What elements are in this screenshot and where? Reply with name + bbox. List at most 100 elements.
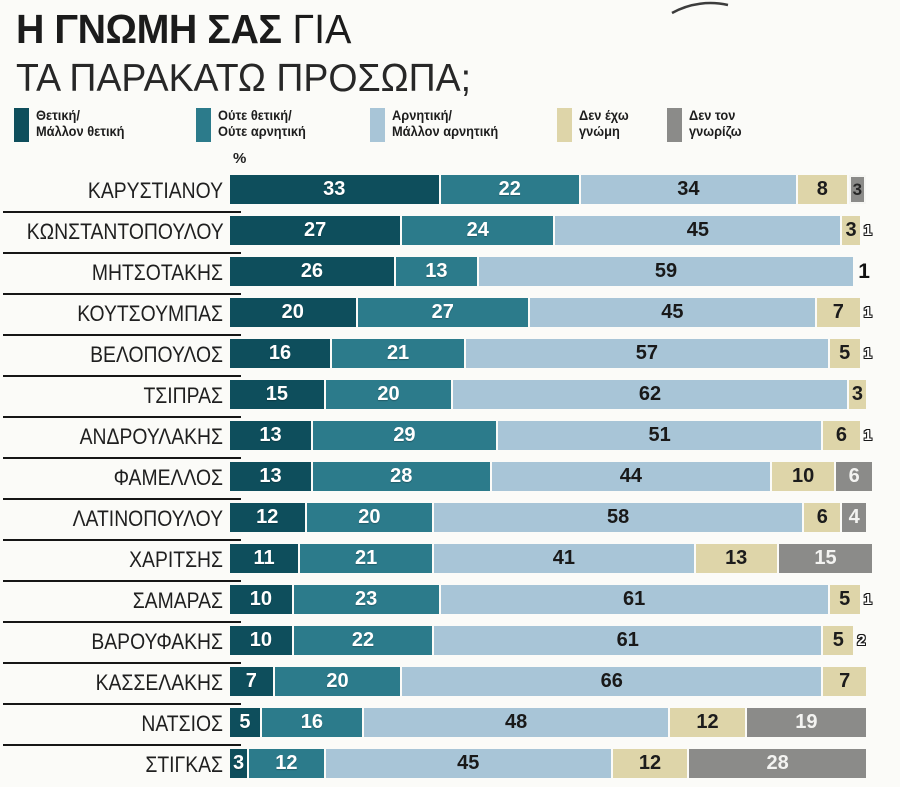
legend-swatch-negative <box>370 108 385 142</box>
person-name: ΚΟΥΤΣΟΥΜΠΑΣ <box>77 301 223 326</box>
bar-segment-positive: 5 <box>230 708 260 737</box>
bar-segment-no_opinion: 3 <box>842 216 860 245</box>
bar-segment-negative: 59 <box>478 257 854 286</box>
bar-segment-negative: 45 <box>555 216 841 245</box>
bar-segment-no_opinion: 5 <box>823 626 854 655</box>
bar-segment-negative: 34 <box>580 175 796 204</box>
bar-segment-neutral: 20 <box>274 667 401 696</box>
bar-segment-no_opinion: 12 <box>612 749 688 778</box>
bar-segment-no_opinion: 13 <box>695 544 777 573</box>
legend-item-no_opinion: Δεν έχω γνώμη <box>557 108 631 142</box>
bar-segment-no_opinion: 8 <box>797 175 847 204</box>
table-row: ΜΗΤΣΟΤΑΚΗΣ 26 13 59 1 <box>0 254 900 295</box>
legend-item-unknown: Δεν τον γνωρίζω <box>667 108 744 142</box>
bar-segment-neutral: 22 <box>293 626 433 655</box>
table-row: ΦΑΜΕΛΛΟΣ 13 28 44 10 6 <box>0 459 900 500</box>
bar-after-label: 1 <box>863 304 872 321</box>
legend-item-positive: Θετική/Μάλλον θετική <box>14 108 129 142</box>
person-name: ΦΑΜΕΛΛΟΣ <box>113 465 223 490</box>
bar-segment-negative: 45 <box>529 298 815 327</box>
bar-segment-no_opinion: 10 <box>772 462 835 491</box>
stacked-bar: 5 16 48 12 19 <box>230 708 868 737</box>
bar-segment-neutral: 22 <box>440 175 579 204</box>
bar-segment-positive: 27 <box>230 216 401 245</box>
bar-segment-no_opinion: 7 <box>816 298 860 327</box>
table-row: ΚΑΣΣΕΛΑΚΗΣ 7 20 66 7 <box>0 664 900 705</box>
bar-segment-positive: 12 <box>230 503 305 532</box>
bar-segment-no_opinion: 12 <box>670 708 745 737</box>
bar-segment-negative: 41 <box>434 544 694 573</box>
bar-segment-neutral: 28 <box>312 462 490 491</box>
bar-segment-positive: 20 <box>230 298 356 327</box>
bar-segment-no_opinion: 3 <box>848 380 866 409</box>
person-name: ΤΣΙΠΡΑΣ <box>143 383 223 408</box>
bar-segment-neutral: 21 <box>300 544 433 573</box>
stacked-bar: 10 23 61 5 1 <box>230 585 872 614</box>
page-subtitle: ΤΑ ΠΑΡΑΚΑΤΩ ΠΡΟΣΩΠΑ; <box>16 57 472 100</box>
page-title: Η ΓΝΩΜΗ ΣΑΣ ΓΙΑ <box>16 7 351 51</box>
stacked-bar: 11 21 41 13 15 <box>230 544 874 573</box>
bar-segment-no_opinion: 7 <box>823 667 866 696</box>
legend-swatch-no_opinion <box>557 108 572 142</box>
stacked-bar: 33 22 34 8 3 <box>230 175 868 204</box>
legend-swatch-positive <box>14 108 29 142</box>
legend-label-no_opinion: Δεν έχω γνώμη <box>579 108 629 139</box>
legend-label-negative: Αρνητική/Μάλλον αρνητική <box>392 108 499 139</box>
table-row: ΒΕΛΟΠΟΥΛΟΣ 16 21 57 5 1 <box>0 336 900 377</box>
bar-after-label: 1 <box>863 222 872 239</box>
person-name: ΑΝΔΡΟΥΛΑΚΗΣ <box>79 424 224 449</box>
stacked-bar: 16 21 57 5 1 <box>230 339 872 368</box>
bar-segment-no_opinion: 6 <box>804 503 841 532</box>
bar-segment-no_opinion: 5 <box>829 585 860 614</box>
stacked-bar: 15 20 62 3 <box>230 380 868 409</box>
bar-segment-neutral: 16 <box>261 708 362 737</box>
bar-segment-no_opinion: 6 <box>823 421 860 450</box>
bar-after-label: 1 <box>858 259 870 283</box>
bar-segment-neutral: 27 <box>357 298 528 327</box>
legend-swatch-neutral <box>196 108 211 142</box>
bar-segment-negative: 51 <box>497 421 822 450</box>
stacked-bar: 26 13 59 1 <box>230 257 870 286</box>
bar-segment-positive: 16 <box>230 339 331 368</box>
bar-segment-neutral: 13 <box>395 257 477 286</box>
stacked-bar: 3 12 45 12 28 <box>230 749 868 778</box>
bar-segment-neutral: 24 <box>402 216 554 245</box>
table-row: ΒΑΡΟΥΦΑΚΗΣ 10 22 61 5 2 <box>0 623 900 664</box>
bar-segment-neutral: 29 <box>312 421 496 450</box>
bar-segment-positive: 13 <box>230 421 311 450</box>
legend-item-neutral: Ούτε θετική/Ούτε αρνητική <box>196 108 311 142</box>
bar-segment-unknown: 6 <box>836 462 873 491</box>
bar-segment-neutral: 21 <box>332 339 465 368</box>
table-row: ΛΑΤΙΝΟΠΟΥΛΟΥ 12 20 58 6 4 <box>0 500 900 541</box>
bar-segment-positive: 11 <box>230 544 299 573</box>
bar-after-label: 2 <box>857 632 866 649</box>
stacked-bar: 13 29 51 6 1 <box>230 421 872 450</box>
person-name: ΣΤΙΓΚΑΣ <box>145 752 223 777</box>
legend-swatch-unknown <box>667 108 682 142</box>
legend-label-positive: Θετική/Μάλλον θετική <box>36 108 125 139</box>
bar-segment-unknown: 19 <box>746 708 866 737</box>
bar-segment-positive: 33 <box>230 175 439 204</box>
person-name: ΒΕΛΟΠΟΥΛΟΣ <box>90 342 223 367</box>
bar-segment-no_opinion: 5 <box>829 339 860 368</box>
chart-rows: ΚΑΡΥΣΤΙΑΝΟΥ 33 22 34 8 3 ΚΩΝΣΤΑΝΤΟΠΟΥΛΟΥ 27 24 45… <box>0 172 900 787</box>
bar-after-label: 1 <box>863 427 872 444</box>
person-name: ΣΑΜΑΡΑΣ <box>132 588 223 613</box>
bar-segment-positive: 7 <box>230 667 273 696</box>
bar-segment-negative: 57 <box>466 339 828 368</box>
person-name: ΚΩΝΣΤΑΝΤΟΠΟΥΛΟΥ <box>26 219 224 244</box>
bar-segment-positive: 10 <box>230 626 292 655</box>
bar-segment-negative: 62 <box>453 380 847 409</box>
bar-segment-unknown: 15 <box>778 544 873 573</box>
bar-segment-neutral: 20 <box>325 380 452 409</box>
table-row: ΚΑΡΥΣΤΙΑΝΟΥ 33 22 34 8 3 <box>0 172 900 213</box>
stacked-bar: 27 24 45 3 1 <box>230 216 872 245</box>
stacked-bar: 13 28 44 10 6 <box>230 462 874 491</box>
table-row: ΚΩΝΣΤΑΝΤΟΠΟΥΛΟΥ 27 24 45 3 1 <box>0 213 900 254</box>
person-name: ΚΑΡΥΣΤΙΑΝΟΥ <box>87 178 223 203</box>
person-name: ΛΑΤΙΝΟΠΟΥΛΟΥ <box>72 506 223 531</box>
bar-after-label: 1 <box>863 591 872 608</box>
unit-label: % <box>233 150 247 167</box>
bar-segment-negative: 66 <box>402 667 822 696</box>
bar-segment-unknown: 3 <box>848 175 866 204</box>
